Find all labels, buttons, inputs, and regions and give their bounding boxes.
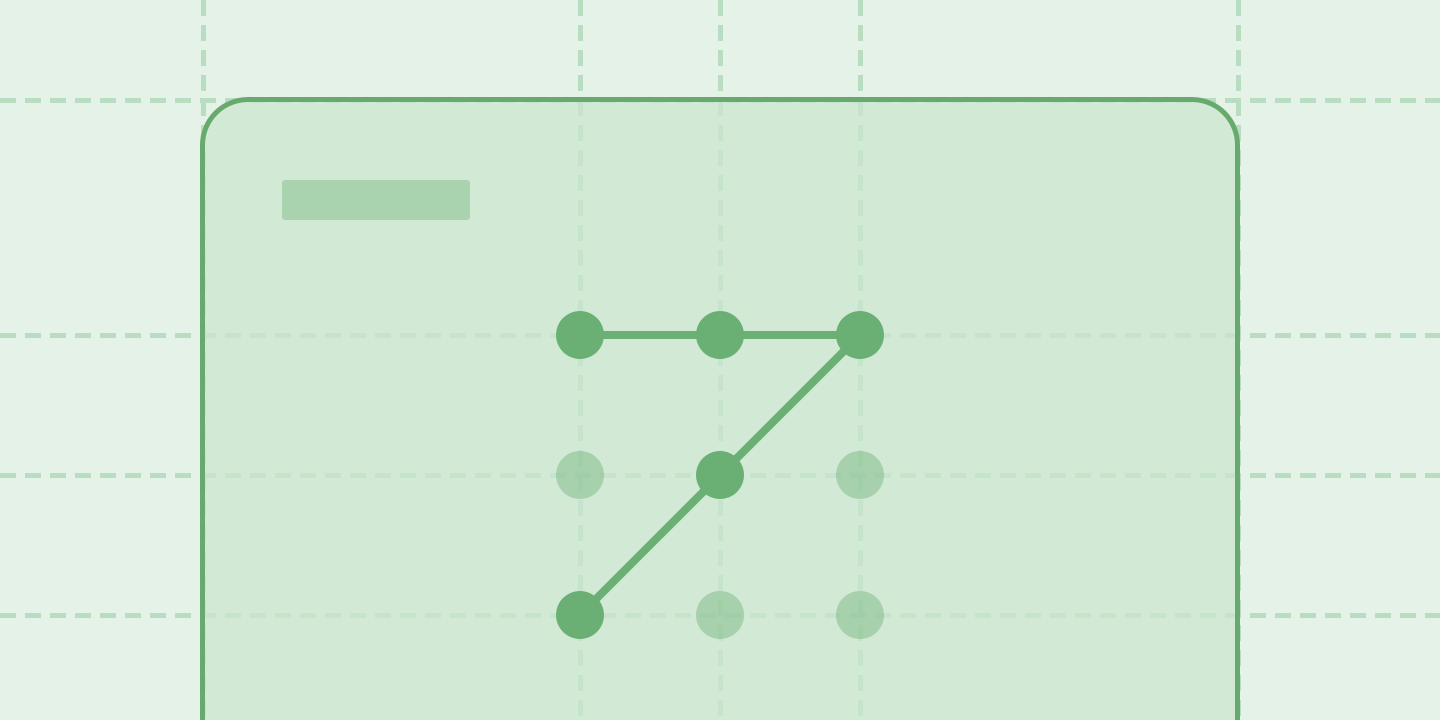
title-placeholder-bar bbox=[282, 180, 470, 220]
pattern-dot-active[interactable] bbox=[696, 311, 744, 359]
pattern-dot-active[interactable] bbox=[556, 311, 604, 359]
pattern-dot-inactive[interactable] bbox=[836, 451, 884, 499]
pattern-dot-active[interactable] bbox=[556, 591, 604, 639]
pattern-dot-active[interactable] bbox=[696, 451, 744, 499]
pattern-dot-active[interactable] bbox=[836, 311, 884, 359]
pattern-dot-inactive[interactable] bbox=[696, 591, 744, 639]
pattern-dot-inactive[interactable] bbox=[836, 591, 884, 639]
pattern-dot-inactive[interactable] bbox=[556, 451, 604, 499]
